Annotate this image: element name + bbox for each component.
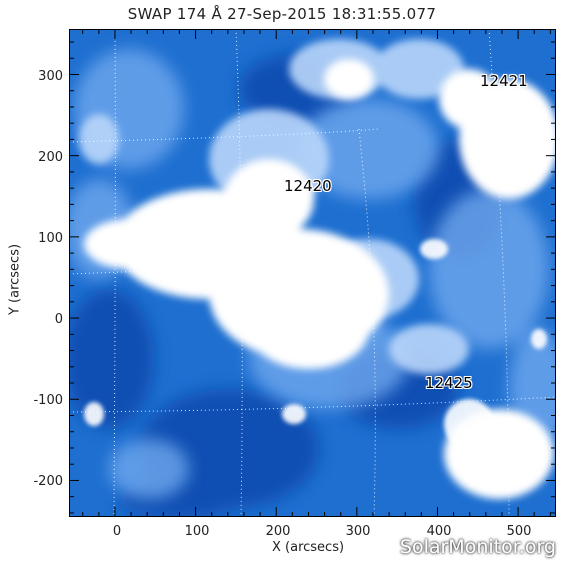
y-tick-label: 0 bbox=[54, 312, 63, 327]
solar-image bbox=[69, 29, 556, 517]
y-tick-label: -200 bbox=[33, 474, 63, 489]
x-tick-label: 0 bbox=[112, 524, 122, 539]
x-tick-label: 300 bbox=[345, 524, 371, 539]
active-region-label: 12425 bbox=[425, 374, 473, 392]
x-tick-label: 400 bbox=[426, 524, 452, 539]
image-title: SWAP 174 Å 27-Sep-2015 18:31:55.077 bbox=[127, 5, 437, 23]
x-axis-title: X (arcsecs) bbox=[272, 540, 345, 555]
watermark: SolarMonitor.org bbox=[399, 536, 556, 558]
solar-emission-map bbox=[69, 29, 556, 517]
y-tick-label: 200 bbox=[38, 150, 63, 165]
y-axis-title: Y (arcsecs) bbox=[7, 243, 23, 316]
active-region-label: 12420 bbox=[284, 177, 332, 195]
active-region-label: 12421 bbox=[480, 72, 528, 90]
y-tick-label: 300 bbox=[38, 69, 63, 84]
x-tick-label: 500 bbox=[506, 524, 532, 539]
x-tick-label: 100 bbox=[184, 524, 210, 539]
y-tick-label: -100 bbox=[33, 393, 63, 408]
x-tick-label: 200 bbox=[265, 524, 291, 539]
y-tick-label: 100 bbox=[38, 231, 63, 246]
